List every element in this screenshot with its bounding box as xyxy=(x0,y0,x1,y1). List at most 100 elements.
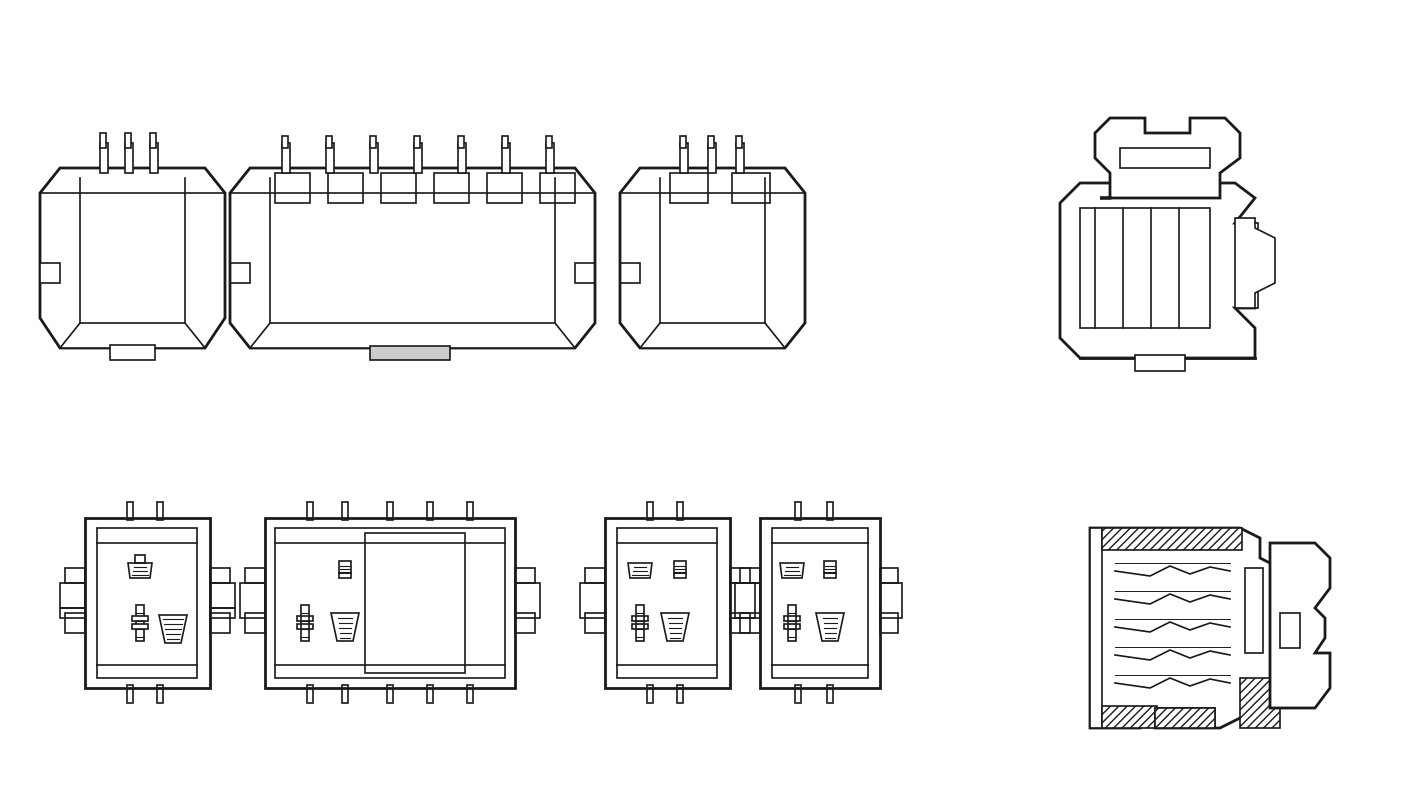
Bar xyxy=(677,502,683,520)
Bar xyxy=(1102,706,1157,728)
Bar xyxy=(1081,208,1210,328)
Bar xyxy=(132,616,148,621)
Bar xyxy=(381,173,416,203)
Bar xyxy=(327,143,334,173)
Bar xyxy=(1120,148,1210,168)
Bar xyxy=(85,518,210,688)
Bar xyxy=(151,133,156,148)
Bar xyxy=(109,345,155,360)
Bar xyxy=(1240,678,1279,728)
Bar xyxy=(503,143,510,173)
Bar xyxy=(784,624,799,629)
Bar xyxy=(307,685,312,703)
Bar xyxy=(467,502,473,520)
Bar xyxy=(670,173,709,203)
Bar xyxy=(772,528,868,678)
Bar xyxy=(1245,568,1262,653)
Bar xyxy=(788,605,797,641)
Bar xyxy=(297,624,312,629)
Bar xyxy=(388,685,393,703)
Bar xyxy=(736,136,743,148)
Bar xyxy=(151,143,158,173)
Bar xyxy=(301,605,310,641)
Bar xyxy=(415,136,420,148)
Bar xyxy=(427,685,433,703)
Bar xyxy=(1102,528,1242,550)
Bar xyxy=(125,133,131,148)
Bar xyxy=(503,136,508,148)
Bar xyxy=(605,518,730,688)
Bar xyxy=(125,143,133,173)
Bar xyxy=(283,136,288,148)
Polygon shape xyxy=(1059,183,1255,358)
Bar xyxy=(415,143,422,173)
Bar xyxy=(327,136,332,148)
Bar xyxy=(1279,613,1299,648)
Bar xyxy=(99,143,108,173)
Bar xyxy=(365,533,464,673)
Bar xyxy=(731,173,770,203)
Bar xyxy=(275,528,506,678)
Bar xyxy=(339,561,351,573)
Bar xyxy=(709,136,714,148)
Bar xyxy=(784,616,799,621)
Bar xyxy=(339,573,351,578)
Bar xyxy=(632,624,648,629)
Polygon shape xyxy=(1269,543,1331,708)
Bar xyxy=(674,561,686,573)
Bar xyxy=(371,143,378,173)
Polygon shape xyxy=(1091,528,1289,728)
Bar xyxy=(371,346,450,360)
Bar xyxy=(487,173,523,203)
Bar xyxy=(307,502,312,520)
Bar xyxy=(297,616,312,621)
Polygon shape xyxy=(40,263,60,283)
Polygon shape xyxy=(1235,218,1275,308)
Bar xyxy=(680,136,686,148)
Bar xyxy=(126,685,133,703)
Polygon shape xyxy=(1095,118,1240,198)
Bar xyxy=(459,143,466,173)
Bar xyxy=(709,143,716,173)
Polygon shape xyxy=(250,323,575,348)
Bar xyxy=(99,133,106,148)
Bar xyxy=(824,573,836,578)
Polygon shape xyxy=(640,323,785,348)
Bar xyxy=(680,143,689,173)
Bar xyxy=(427,502,433,520)
Polygon shape xyxy=(230,168,595,348)
Bar xyxy=(388,502,393,520)
Bar xyxy=(547,136,552,148)
Bar xyxy=(632,616,648,621)
Bar xyxy=(618,528,717,678)
Bar xyxy=(1154,708,1216,728)
Bar xyxy=(158,502,163,520)
Bar xyxy=(467,685,473,703)
Bar xyxy=(1135,355,1186,371)
Bar xyxy=(158,685,163,703)
Bar xyxy=(283,143,290,173)
Bar xyxy=(795,502,801,520)
Bar xyxy=(275,173,310,203)
Bar xyxy=(1091,528,1102,728)
Bar xyxy=(674,573,686,578)
Bar xyxy=(636,605,645,641)
Polygon shape xyxy=(621,168,805,348)
Bar xyxy=(459,136,464,148)
Bar xyxy=(826,685,834,703)
Bar xyxy=(648,502,653,520)
Bar xyxy=(736,143,744,173)
Polygon shape xyxy=(60,323,204,348)
Bar xyxy=(136,605,143,641)
Bar xyxy=(540,173,575,203)
Bar xyxy=(328,173,364,203)
Bar xyxy=(1238,223,1258,308)
Bar xyxy=(795,685,801,703)
Bar xyxy=(266,518,515,688)
Bar xyxy=(97,528,197,678)
Bar xyxy=(547,143,554,173)
Bar xyxy=(1154,708,1216,728)
Bar xyxy=(132,624,148,629)
Bar xyxy=(648,685,653,703)
Bar xyxy=(435,173,469,203)
